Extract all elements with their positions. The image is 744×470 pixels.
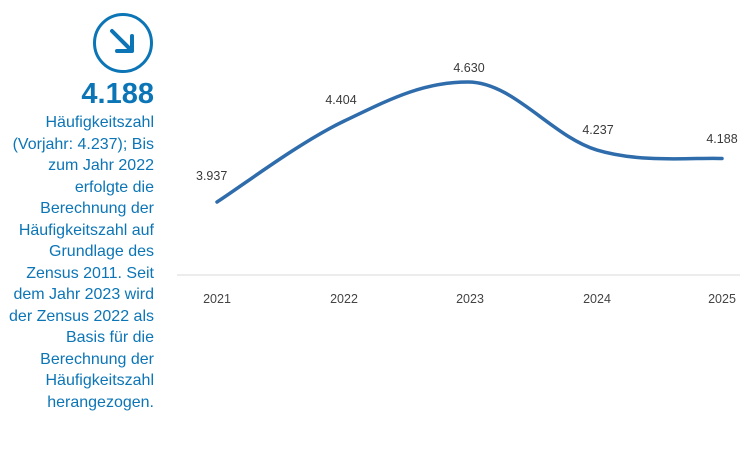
x-tick-label: 2022 bbox=[330, 292, 358, 306]
kpi-value: 4.188 bbox=[81, 78, 154, 110]
x-tick-label: 2024 bbox=[583, 292, 611, 306]
arrow-down-right-icon bbox=[93, 13, 153, 73]
data-label: 4.188 bbox=[706, 132, 737, 146]
kpi-description: Häufigkeitszahl (Vorjahr: 4.237); Bis zu… bbox=[9, 114, 154, 411]
series-line bbox=[215, 80, 724, 204]
data-label: 4.237 bbox=[582, 123, 613, 137]
data-label: 4.630 bbox=[453, 61, 484, 75]
data-label: 3.937 bbox=[196, 169, 227, 183]
x-tick-label: 2023 bbox=[456, 292, 484, 306]
x-tick-label: 2025 bbox=[708, 292, 736, 306]
data-label: 4.404 bbox=[325, 93, 356, 107]
x-tick-label: 2021 bbox=[203, 292, 231, 306]
